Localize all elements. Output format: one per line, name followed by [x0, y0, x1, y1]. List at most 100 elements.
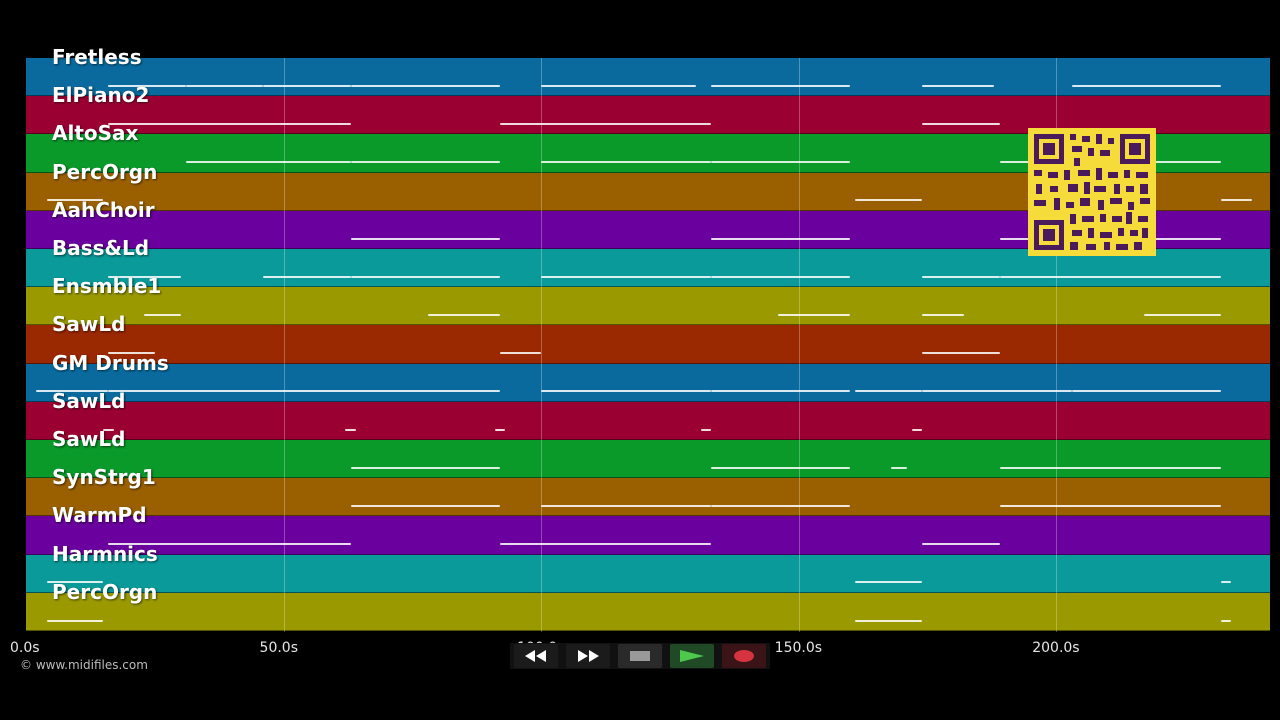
gridline — [1056, 58, 1058, 632]
note-segment — [350, 84, 500, 87]
track-label: SawLd — [52, 312, 126, 337]
note-segment — [541, 390, 712, 393]
note-segment — [494, 428, 506, 431]
note-segment — [499, 352, 542, 355]
note-segment — [711, 390, 851, 393]
qr-code-icon — [1028, 128, 1156, 256]
note-segment — [1221, 199, 1252, 202]
note-segment — [855, 390, 923, 393]
track-lane — [26, 363, 1270, 402]
note-segment — [922, 313, 964, 316]
gridline — [798, 58, 800, 632]
note-segment — [541, 275, 712, 278]
gridline — [541, 58, 543, 632]
note-segment — [711, 466, 851, 469]
note-segment — [262, 275, 351, 278]
note-segment — [350, 161, 500, 164]
note-segment — [711, 84, 851, 87]
note-segment — [350, 275, 500, 278]
note-segment — [1221, 619, 1232, 622]
note-segment — [108, 390, 500, 393]
track-lane — [26, 440, 1270, 479]
track-label: PercOrgn — [52, 159, 158, 184]
note-segment — [922, 122, 1000, 125]
note-segment — [855, 199, 923, 202]
stop-icon — [630, 651, 650, 661]
track-label: SawLd — [52, 427, 126, 451]
note-segment — [1221, 581, 1232, 584]
note-segment — [922, 275, 1000, 278]
note-segment — [855, 619, 923, 622]
note-segment — [711, 504, 851, 507]
track-label: PercOrgn — [52, 579, 158, 604]
note-segment — [891, 466, 907, 469]
time-tick-label: 200.0s — [1032, 640, 1080, 656]
credit-text: © www.midifiles.com — [20, 658, 148, 672]
note-segment — [711, 275, 851, 278]
track-lane — [26, 325, 1270, 364]
note-segment — [922, 84, 995, 87]
fast-forward-button[interactable] — [566, 644, 610, 668]
track-label: Fretless — [52, 45, 142, 69]
note-segment — [855, 581, 923, 584]
track-lane — [26, 592, 1270, 631]
note-segment — [1071, 84, 1222, 87]
record-icon — [734, 650, 754, 662]
note-segment — [46, 581, 104, 584]
track-label: SynStrg1 — [52, 465, 156, 490]
note-segment — [999, 466, 1222, 469]
note-segment — [108, 352, 155, 355]
note-segment — [922, 352, 1000, 355]
note-segment — [711, 161, 851, 164]
gridline — [283, 58, 285, 632]
track-label: Bass&Ld — [52, 236, 150, 260]
note-segment — [427, 313, 500, 316]
stop-button[interactable] — [618, 644, 662, 668]
track-label: AahChoir — [52, 197, 155, 222]
note-segment — [350, 237, 500, 240]
note-segment — [108, 543, 351, 546]
note-segment — [345, 428, 356, 431]
transport-controls — [510, 643, 770, 669]
track-lane — [26, 516, 1270, 555]
note-segment — [922, 390, 1072, 393]
track-lane — [26, 58, 1270, 97]
play-icon — [680, 650, 704, 662]
note-segment — [144, 313, 181, 316]
track-label: AltoSax — [52, 121, 139, 146]
note-segment — [108, 84, 186, 87]
note-segment — [36, 390, 109, 393]
time-tick-label: 50.0s — [259, 640, 299, 656]
note-segment — [778, 313, 851, 316]
fast-forward-icon — [578, 650, 599, 662]
note-segment — [1143, 313, 1222, 316]
note-segment — [541, 84, 696, 87]
track-lane — [26, 554, 1270, 593]
time-tick-label: 0.0s — [10, 640, 40, 656]
note-segment — [911, 428, 923, 431]
play-button[interactable] — [670, 644, 714, 668]
track-label: ElPiano2 — [52, 83, 150, 108]
track-lane — [26, 478, 1270, 517]
note-segment — [108, 122, 351, 125]
track-label: WarmPd — [52, 503, 147, 528]
note-segment — [185, 161, 351, 164]
note-segment — [46, 199, 104, 202]
note-segment — [350, 504, 500, 507]
track-label: Ensmble1 — [52, 274, 162, 299]
note-segment — [541, 161, 712, 164]
note-segment — [999, 504, 1222, 507]
note-segment — [700, 428, 712, 431]
note-segment — [350, 466, 500, 469]
rewind-icon — [525, 650, 546, 662]
note-segment — [108, 275, 181, 278]
note-segment — [711, 237, 851, 240]
record-button[interactable] — [722, 644, 766, 668]
track-label: GM Drums — [52, 350, 169, 375]
note-segment — [185, 84, 263, 87]
note-segment — [103, 428, 114, 431]
track-lane — [26, 287, 1270, 326]
note-segment — [922, 543, 1000, 546]
rewind-button[interactable] — [514, 644, 558, 668]
